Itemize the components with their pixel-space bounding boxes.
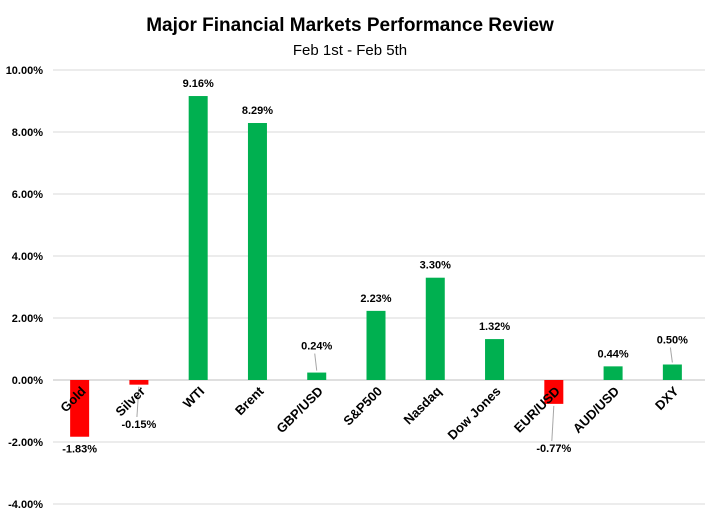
chart-subtitle: Feb 1st - Feb 5th [293, 42, 407, 59]
leader-line [314, 353, 318, 371]
data-label: 2.23% [360, 293, 391, 305]
bar-silver [129, 380, 149, 385]
x-tick-label: Silver [112, 384, 148, 420]
x-tick-label: EUR/USD [511, 384, 563, 436]
data-label: 1.32% [479, 321, 510, 333]
bar-eur-usd [544, 380, 564, 404]
data-label: 3.30% [420, 260, 451, 272]
y-tick-label: -2.00% [8, 437, 43, 449]
x-tick-label: Brent [232, 383, 267, 418]
y-tick-label: 6.00% [12, 189, 43, 201]
leader-line [136, 386, 140, 418]
bar-dxy [662, 364, 682, 380]
bar-nasdaq [425, 277, 445, 380]
data-label: 8.29% [242, 105, 273, 117]
y-tick-label: -4.00% [8, 499, 43, 511]
leader-line [551, 405, 555, 442]
y-tick-label: 10.00% [6, 65, 44, 77]
y-tick-label: 2.00% [12, 313, 43, 325]
bar-gold [70, 380, 90, 437]
x-tick-label: S&P500 [340, 384, 385, 429]
x-tick-label: WTI [180, 384, 207, 411]
x-tick-label: Dow Jones [445, 384, 504, 443]
x-tick-label: DXY [652, 383, 682, 413]
leader-line [669, 347, 673, 363]
chart-title: Major Financial Markets Performance Revi… [146, 15, 554, 36]
data-label: 0.50% [657, 335, 688, 347]
data-label: -1.83% [62, 444, 97, 456]
data-label: 0.24% [301, 341, 332, 353]
data-label: -0.15% [121, 419, 156, 431]
x-tick-label: AUD/USD [570, 384, 622, 436]
data-label: 9.16% [183, 78, 214, 90]
y-tick-label: 8.00% [12, 127, 43, 139]
y-tick-label: 0.00% [12, 375, 43, 387]
y-tick-label: 4.00% [12, 251, 43, 263]
bar-wti [188, 96, 208, 380]
bar-gbp-usd [307, 372, 327, 380]
bar-s-p500 [366, 310, 386, 380]
bar-aud-usd [603, 366, 623, 380]
data-label: 0.44% [597, 348, 628, 360]
x-tick-label: Nasdaq [401, 383, 445, 427]
bar-dow-jones [485, 339, 505, 380]
x-tick-label: GBP/USD [273, 384, 325, 436]
bar-brent [247, 123, 267, 380]
data-label: -0.77% [536, 443, 571, 455]
